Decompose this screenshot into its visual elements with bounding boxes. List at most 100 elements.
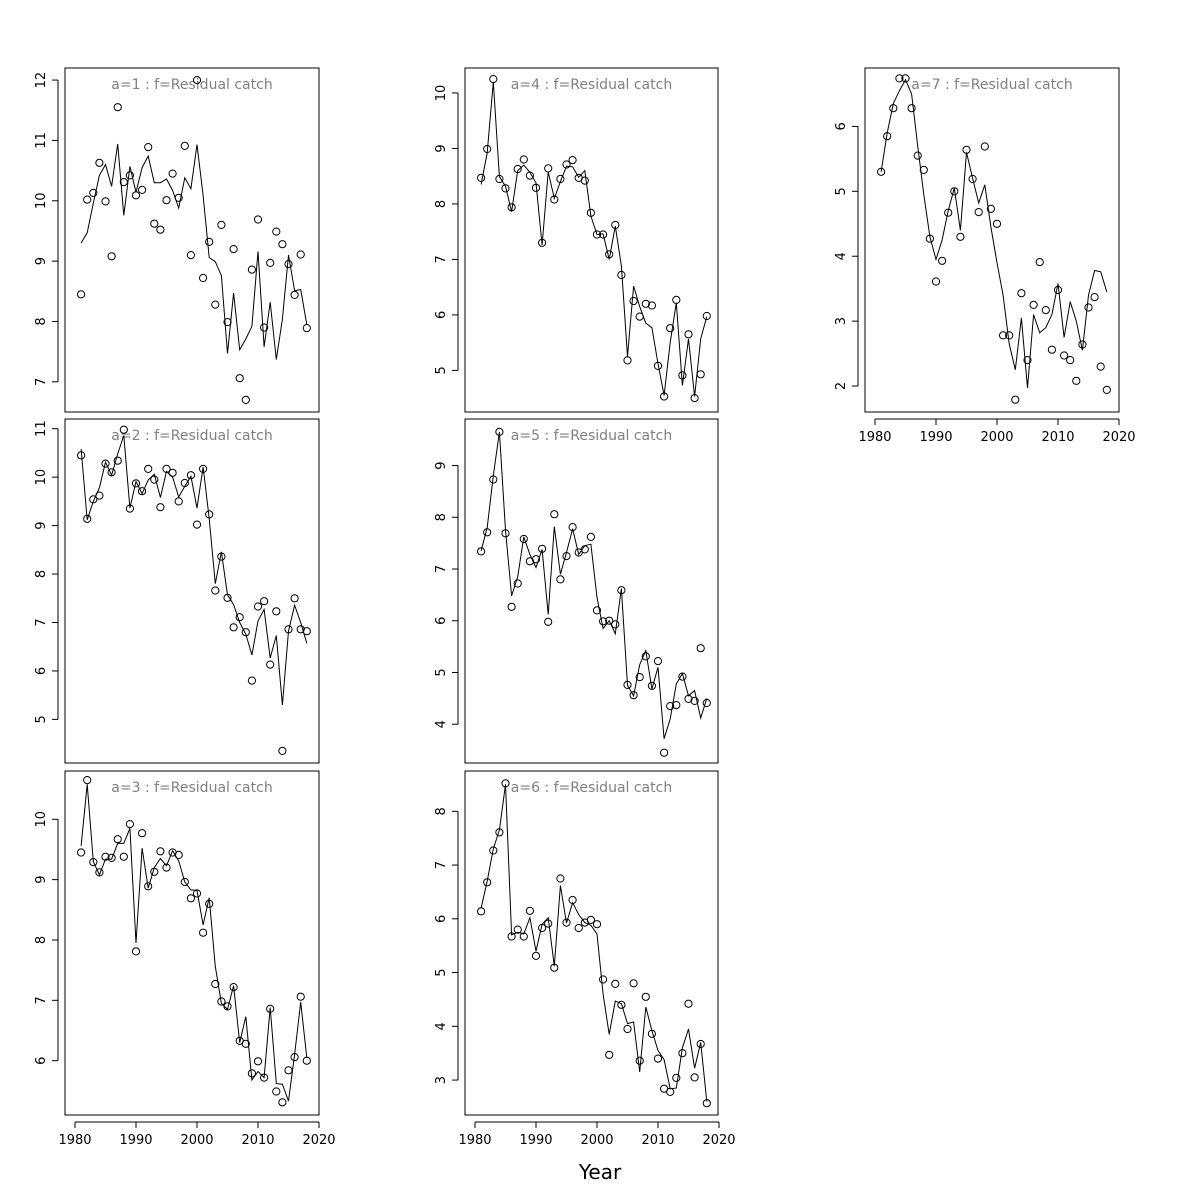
- fitted-line: [480, 81, 708, 397]
- observed-point: [483, 144, 492, 154]
- observed-point: [562, 918, 571, 927]
- observed-point: [205, 899, 214, 908]
- observed-point: [556, 575, 565, 584]
- observed-point: [247, 265, 256, 274]
- observed-point: [199, 273, 208, 283]
- observed-point: [217, 997, 226, 1006]
- observed-point: [199, 464, 208, 473]
- observed-point: [211, 979, 220, 989]
- observed-point: [89, 495, 98, 504]
- y-tick-label: 4: [434, 1022, 449, 1030]
- observed-point: [107, 252, 116, 261]
- observed-point: [690, 1073, 699, 1082]
- observed-point: [495, 427, 504, 436]
- observed-point: [235, 613, 244, 622]
- observed-point: [101, 852, 110, 861]
- observed-point: [877, 167, 886, 176]
- observed-point: [1047, 345, 1057, 354]
- observed-point: [302, 1056, 311, 1065]
- observed-point: [284, 1066, 293, 1075]
- observed-point: [150, 867, 159, 876]
- observed-point: [150, 475, 159, 484]
- observed-point: [525, 557, 535, 566]
- observed-point: [223, 318, 232, 327]
- observed-point: [531, 183, 541, 192]
- observed-point: [690, 696, 699, 706]
- observed-point: [272, 1087, 281, 1096]
- observed-point: [192, 76, 202, 85]
- observed-point: [278, 240, 287, 249]
- observed-point: [999, 331, 1008, 340]
- observed-point: [217, 220, 226, 229]
- observed-point: [956, 232, 965, 241]
- observed-point: [944, 208, 953, 217]
- observed-point: [290, 290, 299, 299]
- observed-point: [974, 208, 983, 217]
- observed-point: [666, 702, 675, 711]
- x-tick-label: 1980: [58, 1133, 91, 1148]
- panel-frame: [464, 770, 719, 1116]
- observed-point: [495, 828, 504, 837]
- observed-point: [901, 74, 910, 83]
- y-tick-label: 6: [34, 1057, 49, 1065]
- observed-point: [235, 374, 244, 383]
- observed-point: [229, 623, 238, 632]
- y-tick-label: 11: [34, 132, 49, 149]
- y-tick-label: 10: [34, 811, 49, 828]
- observed-point: [623, 1024, 632, 1034]
- panel-6: a=6 : f=Residual catch 3 4 5 6 7 8 1980 1990 2000…: [434, 770, 736, 1148]
- panel-1: a=1 : f=Residual catch 7 8 9 10 11 12: [34, 67, 320, 413]
- observed-point: [1041, 306, 1050, 315]
- observed-point: [641, 652, 650, 661]
- y-tick-label: 9: [434, 461, 449, 469]
- observed-point: [538, 923, 547, 933]
- observed-point: [538, 544, 547, 553]
- x-tick-label: 1990: [119, 1133, 152, 1148]
- observed-point: [223, 1002, 232, 1011]
- observed-point: [647, 681, 657, 691]
- observed-point: [253, 602, 263, 611]
- observed-point: [260, 1073, 269, 1082]
- panel-frame: [64, 418, 320, 764]
- panel-frame: [64, 67, 320, 413]
- y-tick-label: 10: [34, 469, 49, 486]
- observed-point: [702, 1099, 711, 1108]
- observed-point: [635, 1056, 644, 1065]
- observed-point: [544, 617, 553, 626]
- y-tick-label: 7: [34, 378, 49, 386]
- observed-point: [296, 625, 305, 634]
- observed-point: [95, 158, 104, 167]
- y-tick-label: 8: [34, 317, 49, 325]
- panel-3: a=3 : f=Residual catch 6 7 8 9 10 1980 1990 2000…: [34, 770, 336, 1148]
- observed-point: [302, 324, 311, 333]
- observed-point: [211, 586, 220, 595]
- y-tick-label: 7: [34, 996, 49, 1004]
- observed-point: [938, 256, 947, 265]
- y-tick-label: 5: [834, 187, 849, 195]
- observed-point: [113, 456, 122, 465]
- observed-point: [519, 534, 528, 544]
- panel-title: a=6 : f=Residual catch: [511, 780, 672, 796]
- observed-point: [113, 835, 122, 844]
- y-tick-label: 12: [34, 72, 49, 89]
- observed-point: [696, 370, 705, 379]
- panel-title: a=4 : f=Residual catch: [511, 77, 672, 93]
- observed-point: [525, 171, 535, 180]
- x-tick-label: 2010: [1041, 430, 1074, 445]
- panel-frame: [64, 770, 320, 1116]
- observed-point: [925, 234, 935, 243]
- observed-point: [992, 219, 1002, 228]
- observed-point: [629, 979, 638, 988]
- y-tick-label: 8: [34, 570, 49, 578]
- y-tick-label: 6: [434, 311, 449, 319]
- observed-point: [477, 907, 486, 916]
- observed-point: [611, 979, 620, 989]
- observed-point: [968, 174, 977, 184]
- observed-point: [660, 392, 669, 401]
- observed-point: [278, 746, 287, 756]
- observed-point: [702, 311, 711, 321]
- x-tick-label: 1990: [519, 1133, 552, 1148]
- observed-point: [138, 487, 147, 496]
- x-tick-label: 2000: [580, 1133, 613, 1148]
- observed-point: [599, 617, 608, 626]
